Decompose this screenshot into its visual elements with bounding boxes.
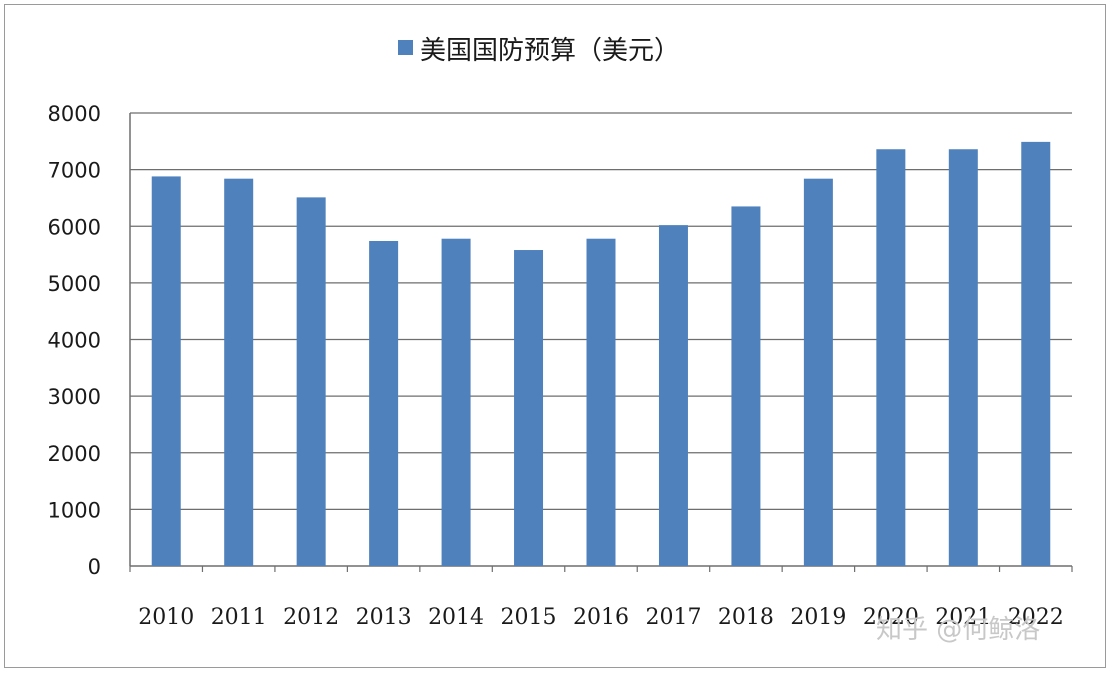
bar-2015	[514, 250, 544, 566]
x-tick-label: 2018	[718, 605, 774, 630]
gridlines	[129, 112, 1072, 567]
x-tick-label: 2011	[211, 605, 267, 630]
bar-2020	[876, 149, 906, 567]
bars	[151, 141, 1051, 567]
x-tick-label: 2021	[935, 605, 991, 630]
x-tick-label: 2010	[138, 605, 194, 630]
bar-2022	[1021, 141, 1051, 566]
x-tick-label: 2015	[501, 605, 557, 630]
y-tick-label: 4000	[48, 329, 101, 353]
watermark: 知乎 @何鲸洛	[876, 615, 1040, 645]
legend-swatch	[398, 40, 413, 55]
bar-2012	[296, 197, 326, 566]
bar-2010	[151, 176, 181, 567]
y-axis-ticks: 0 1000 2000 3000 4000 5000 6000 7000 8000	[48, 102, 101, 579]
legend-label: 美国国防预算（美元）	[420, 36, 680, 66]
x-tick-label: 2017	[645, 605, 701, 630]
y-tick-label: 1000	[48, 498, 101, 522]
x-tick-label: 2013	[356, 605, 412, 630]
chart-frame	[4, 4, 1106, 668]
x-axis-ticks: 2010 2011 2012 2013 2014 2015 2016 2017 2018 2019…	[129, 566, 1073, 630]
legend: 美国国防预算（美元）	[398, 36, 680, 66]
bar-2011	[224, 178, 254, 566]
y-tick-label: 6000	[48, 215, 101, 239]
bar-2021	[948, 149, 978, 567]
bar-2019	[803, 178, 833, 566]
x-tick-label: 2019	[790, 605, 846, 630]
y-tick-label: 3000	[48, 385, 101, 409]
x-tick-label: 2014	[428, 605, 484, 630]
x-tick-label: 2016	[573, 605, 629, 630]
bar-2016	[586, 238, 616, 566]
y-tick-label: 5000	[48, 272, 101, 296]
bar-2017	[658, 225, 688, 566]
bar-2014	[441, 238, 471, 566]
x-tick-label: 2020	[863, 605, 919, 630]
y-tick-label: 0	[88, 555, 101, 579]
x-tick-label: 2022	[1008, 605, 1064, 630]
y-tick-label: 2000	[48, 442, 101, 466]
y-tick-label: 7000	[48, 159, 101, 183]
y-tick-label: 8000	[48, 102, 101, 126]
x-tick-label: 2012	[283, 605, 339, 630]
bar-2013	[369, 240, 399, 566]
bar-2018	[731, 206, 761, 566]
